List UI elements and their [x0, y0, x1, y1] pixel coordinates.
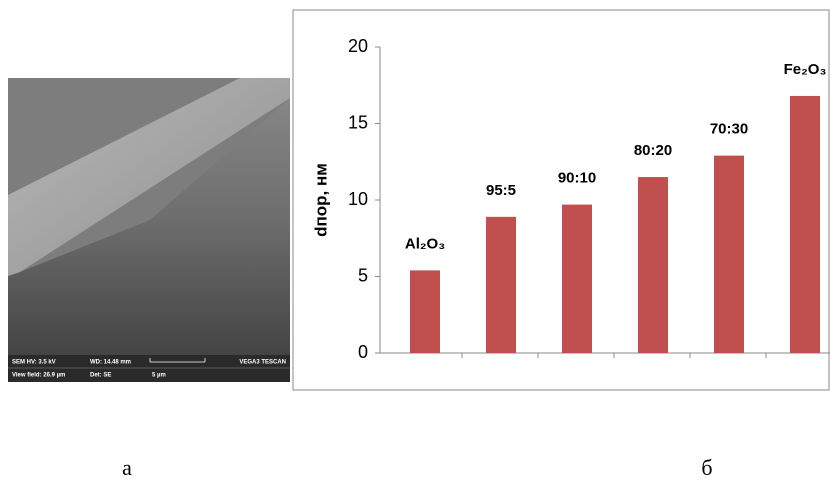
- sem-image: SEM HV: 3.5 kV WD: 14.48 mm VEGA3 TESCAN…: [8, 78, 290, 382]
- y-tick-label: 0: [358, 342, 368, 362]
- bar: [790, 96, 820, 353]
- chart-frame: [293, 10, 829, 390]
- sem-view-field: View field: 26.9 µm: [12, 373, 65, 379]
- sem-hv: SEM HV: 3.5 kV: [12, 360, 56, 366]
- sem-wd: WD: 14.48 mm: [90, 360, 131, 366]
- category-label: Al₂O₃: [405, 235, 445, 252]
- bar: [486, 217, 516, 353]
- y-tick-label: 5: [358, 265, 368, 285]
- category-label: 80:20: [634, 142, 672, 159]
- category-label: 70:30: [710, 121, 748, 138]
- bar: [410, 270, 440, 353]
- figure: SEM HV: 3.5 kV WD: 14.48 mm VEGA3 TESCAN…: [0, 0, 830, 481]
- panel-label: б: [701, 455, 712, 480]
- bar: [714, 156, 744, 353]
- y-tick-label: 10: [348, 189, 368, 209]
- y-tick-label: 15: [348, 112, 368, 132]
- bar: [638, 177, 668, 353]
- sem-det: Det: SE: [90, 373, 111, 379]
- sem-brand: VEGA3 TESCAN: [239, 360, 286, 366]
- category-label: 90:10: [558, 170, 596, 187]
- bar: [562, 205, 592, 353]
- category-label: 95:5: [486, 182, 516, 199]
- y-tick-label: 20: [348, 36, 368, 56]
- sem-scale: 5 µm: [152, 373, 166, 379]
- y-axis-title: dпор, нм: [311, 163, 330, 237]
- panel-label: а: [122, 455, 132, 480]
- category-label: Fe₂O₃: [784, 61, 827, 78]
